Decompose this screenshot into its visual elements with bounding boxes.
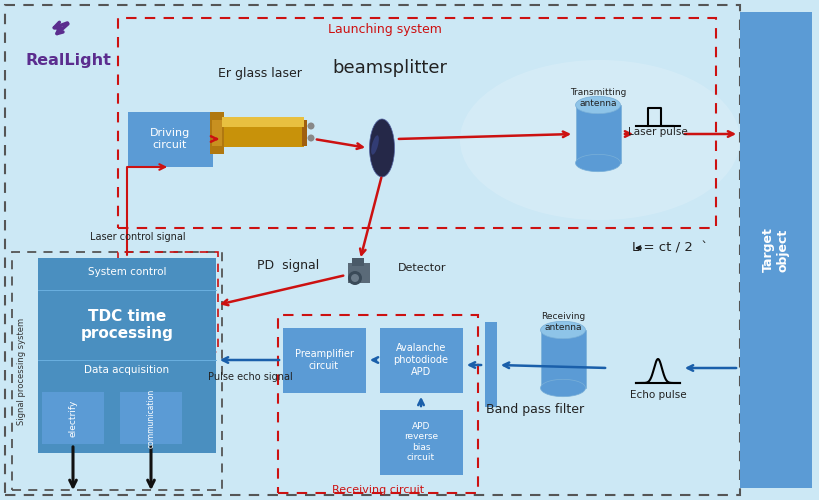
Ellipse shape	[307, 122, 314, 130]
Text: Band pass filter: Band pass filter	[486, 404, 584, 416]
Ellipse shape	[576, 96, 621, 114]
Text: beamsplitter: beamsplitter	[333, 59, 447, 77]
Text: System control: System control	[88, 267, 166, 277]
Text: Avalanche
photodiode
APD: Avalanche photodiode APD	[393, 344, 449, 376]
FancyBboxPatch shape	[302, 120, 307, 146]
FancyBboxPatch shape	[210, 112, 224, 154]
Text: Preamplifier
circuit: Preamplifier circuit	[295, 349, 354, 371]
Text: TDC time
processing: TDC time processing	[80, 309, 174, 341]
Ellipse shape	[371, 136, 379, 154]
Text: Pulse echo signal: Pulse echo signal	[208, 372, 292, 382]
Text: Receiving circuit: Receiving circuit	[332, 485, 424, 495]
FancyBboxPatch shape	[222, 117, 304, 147]
FancyBboxPatch shape	[541, 330, 586, 388]
Ellipse shape	[460, 60, 740, 220]
FancyBboxPatch shape	[485, 322, 497, 407]
Text: Transmitting
antenna: Transmitting antenna	[570, 88, 627, 108]
Text: RealLight: RealLight	[25, 52, 111, 68]
Ellipse shape	[541, 322, 586, 338]
Ellipse shape	[307, 134, 314, 141]
Ellipse shape	[369, 119, 395, 177]
FancyBboxPatch shape	[380, 410, 463, 475]
Text: Target
object: Target object	[762, 228, 790, 272]
Text: Launching system: Launching system	[328, 24, 442, 36]
Text: Data acquisition: Data acquisition	[84, 365, 170, 375]
Text: Receiving
antenna: Receiving antenna	[541, 312, 585, 332]
Text: electrify: electrify	[69, 400, 78, 436]
FancyBboxPatch shape	[38, 258, 216, 453]
FancyBboxPatch shape	[380, 328, 463, 393]
Text: communication: communication	[147, 388, 156, 448]
Text: Detector: Detector	[398, 263, 446, 273]
FancyBboxPatch shape	[283, 328, 366, 393]
Text: APD
reverse
bias
circuit: APD reverse bias circuit	[404, 422, 438, 462]
FancyBboxPatch shape	[576, 105, 621, 163]
Ellipse shape	[541, 380, 586, 396]
FancyBboxPatch shape	[283, 328, 366, 393]
Text: PD  signal: PD signal	[257, 260, 319, 272]
Text: Driving
circuit: Driving circuit	[150, 128, 190, 150]
Ellipse shape	[348, 271, 362, 285]
FancyBboxPatch shape	[348, 263, 370, 283]
Text: Echo pulse: Echo pulse	[630, 390, 686, 400]
Ellipse shape	[576, 154, 621, 172]
FancyBboxPatch shape	[352, 258, 364, 266]
FancyBboxPatch shape	[212, 120, 222, 146]
Text: Laser pulse: Laser pulse	[628, 127, 688, 137]
Text: L = ct / 2  `: L = ct / 2 `	[632, 242, 708, 254]
FancyBboxPatch shape	[42, 392, 104, 444]
Text: Laser control signal: Laser control signal	[90, 232, 186, 242]
Text: Signal processing system: Signal processing system	[17, 318, 26, 424]
Ellipse shape	[351, 274, 359, 282]
Text: Er glass laser: Er glass laser	[218, 66, 302, 80]
FancyBboxPatch shape	[222, 117, 304, 127]
FancyBboxPatch shape	[120, 392, 182, 444]
FancyBboxPatch shape	[128, 112, 213, 167]
FancyBboxPatch shape	[740, 12, 812, 488]
